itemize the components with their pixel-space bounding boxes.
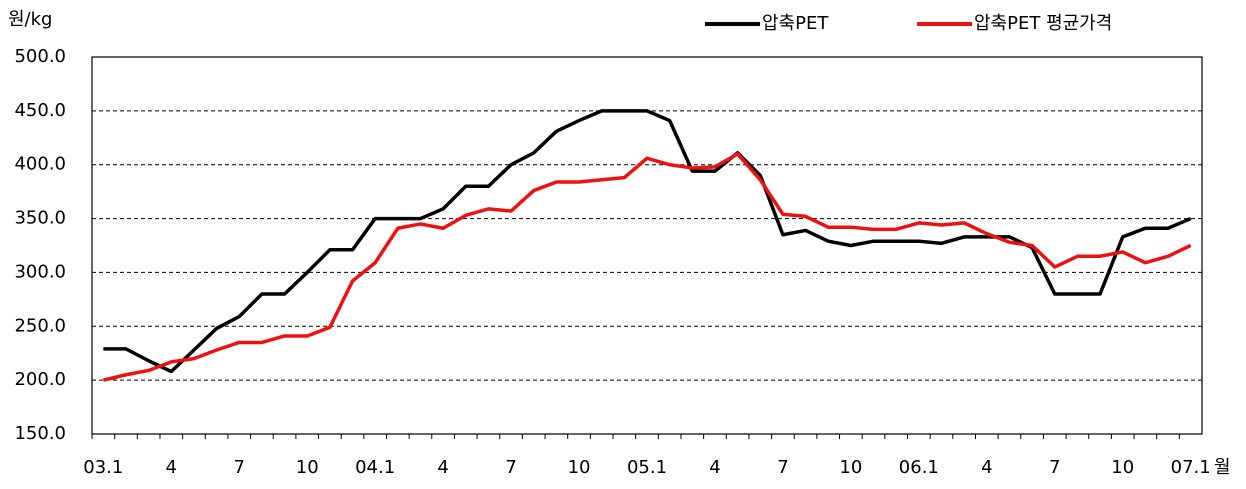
series-line — [103, 109, 1192, 374]
x-tick-label: 4 — [437, 457, 448, 478]
x-tick-label: 4 — [981, 457, 992, 478]
x-tick-label: 10 — [568, 457, 591, 478]
x-axis-label: 월 — [1214, 457, 1231, 478]
y-tick-label: 500.0 — [14, 46, 66, 67]
plot-frame — [91, 56, 1203, 435]
x-tick-label: 10 — [1111, 457, 1134, 478]
x-tick-label: 10 — [839, 457, 862, 478]
legend-label: 압축PET — [762, 13, 829, 34]
x-tick-label: 7 — [777, 457, 788, 478]
y-tick-label: 250.0 — [14, 315, 66, 336]
x-tick-label: 04.1 — [355, 457, 395, 478]
x-tick-label: 06.1 — [899, 457, 939, 478]
x-tick-label: 7 — [1049, 457, 1060, 478]
x-tick-label: 05.1 — [627, 457, 667, 478]
y-tick-label: 150.0 — [14, 423, 66, 444]
x-tick-label: 03.1 — [83, 457, 123, 478]
y-tick-label: 450.0 — [14, 100, 66, 121]
y-tick-label: 400.0 — [14, 154, 66, 175]
y-tick-label: 200.0 — [14, 369, 66, 390]
series-line — [102, 152, 1192, 382]
x-tick-label: 07.1 — [1171, 457, 1211, 478]
x-tick-label: 4 — [709, 457, 720, 478]
x-tick-label: 4 — [166, 457, 177, 478]
x-tick-label: 7 — [234, 457, 245, 478]
x-tick-label: 10 — [296, 457, 319, 478]
y-axis-label: 원/kg — [8, 9, 52, 30]
y-tick-label: 350.0 — [14, 208, 66, 229]
legend-label: 압축PET 평균가격 — [974, 13, 1112, 34]
x-tick-label: 7 — [505, 457, 516, 478]
y-tick-label: 300.0 — [14, 261, 66, 282]
